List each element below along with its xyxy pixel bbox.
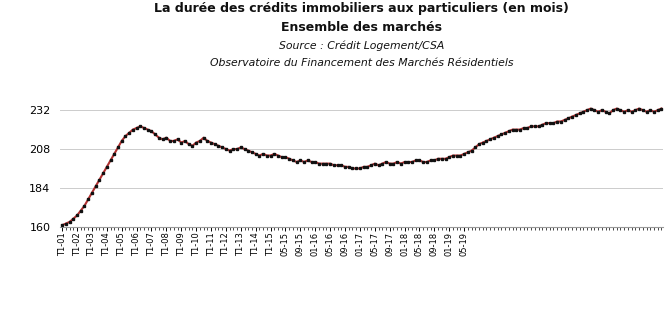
Text: Source : Crédit Logement/CSA: Source : Crédit Logement/CSA — [279, 40, 444, 51]
Text: La durée des crédits immobiliers aux particuliers (en mois): La durée des crédits immobiliers aux par… — [154, 2, 570, 15]
Text: Ensemble des marchés: Ensemble des marchés — [281, 21, 442, 34]
Text: Observatoire du Financement des Marchés Résidentiels: Observatoire du Financement des Marchés … — [210, 58, 513, 68]
